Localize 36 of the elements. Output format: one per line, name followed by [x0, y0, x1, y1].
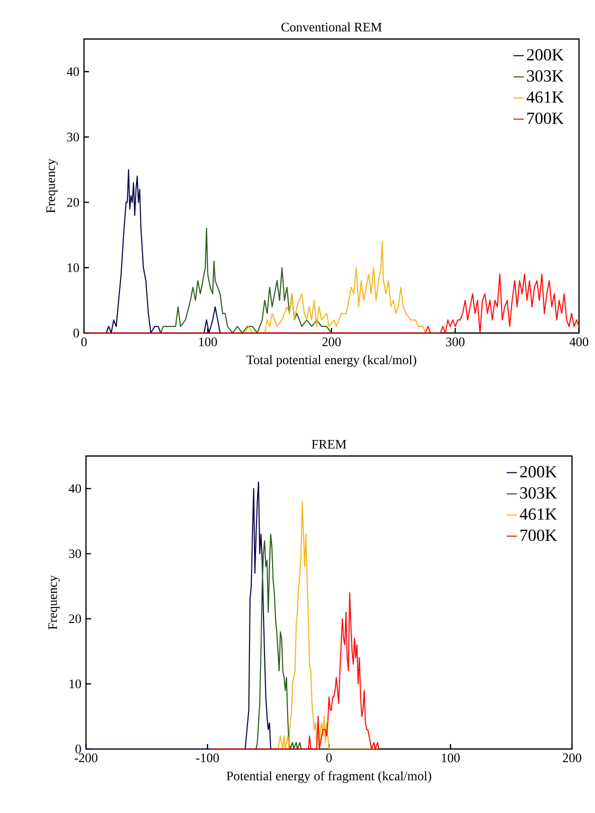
x-tick-label: 400	[570, 338, 588, 346]
x-tick-label: 0	[326, 754, 332, 762]
line-series	[256, 534, 330, 749]
y-tick-label: 20	[67, 198, 79, 207]
y-axis-title: Frequency	[46, 158, 58, 213]
y-tick-label: 10	[70, 680, 81, 688]
x-tick-label: 300	[446, 338, 464, 346]
y-tick-label: 20	[69, 614, 81, 624]
y-tick-label: 40	[68, 484, 81, 493]
y-tick-label: 0	[76, 744, 81, 754]
x-tick-label: -100	[196, 754, 219, 762]
legend-label: 303K	[527, 70, 564, 82]
x-tick-label: 0	[81, 338, 87, 346]
legend-label: 700K	[520, 530, 557, 542]
y-axis-title: Frequency	[48, 575, 60, 630]
y-tick-label: 0	[74, 328, 79, 338]
legend-label: 303K	[520, 487, 557, 499]
legend-label: 200K	[527, 49, 564, 60]
line-series	[277, 501, 378, 749]
x-tick-label: 100	[442, 754, 460, 762]
y-tick-label: 40	[66, 67, 79, 76]
x-axis-title: Potential energy of fragment (kcal/mol)	[226, 771, 432, 784]
legend-label: 461K	[520, 508, 557, 520]
legend-label: 461K	[526, 91, 564, 103]
legend-label: 700K	[527, 112, 564, 124]
x-tick-label: 100	[199, 338, 217, 346]
chart-title: Conventional REM	[281, 22, 382, 32]
x-tick-label: -200	[74, 754, 98, 762]
x-tick-label: 200	[322, 338, 341, 346]
legend-label: 200K	[520, 466, 557, 478]
y-tick-label: 10	[68, 263, 79, 272]
chart-title: FREM	[312, 440, 346, 449]
x-tick-label: 200	[562, 754, 582, 762]
y-tick-label: 30	[69, 549, 81, 558]
y-tick-label: 30	[67, 132, 79, 142]
x-axis-title: Total potential energy (kcal/mol)	[246, 355, 416, 367]
